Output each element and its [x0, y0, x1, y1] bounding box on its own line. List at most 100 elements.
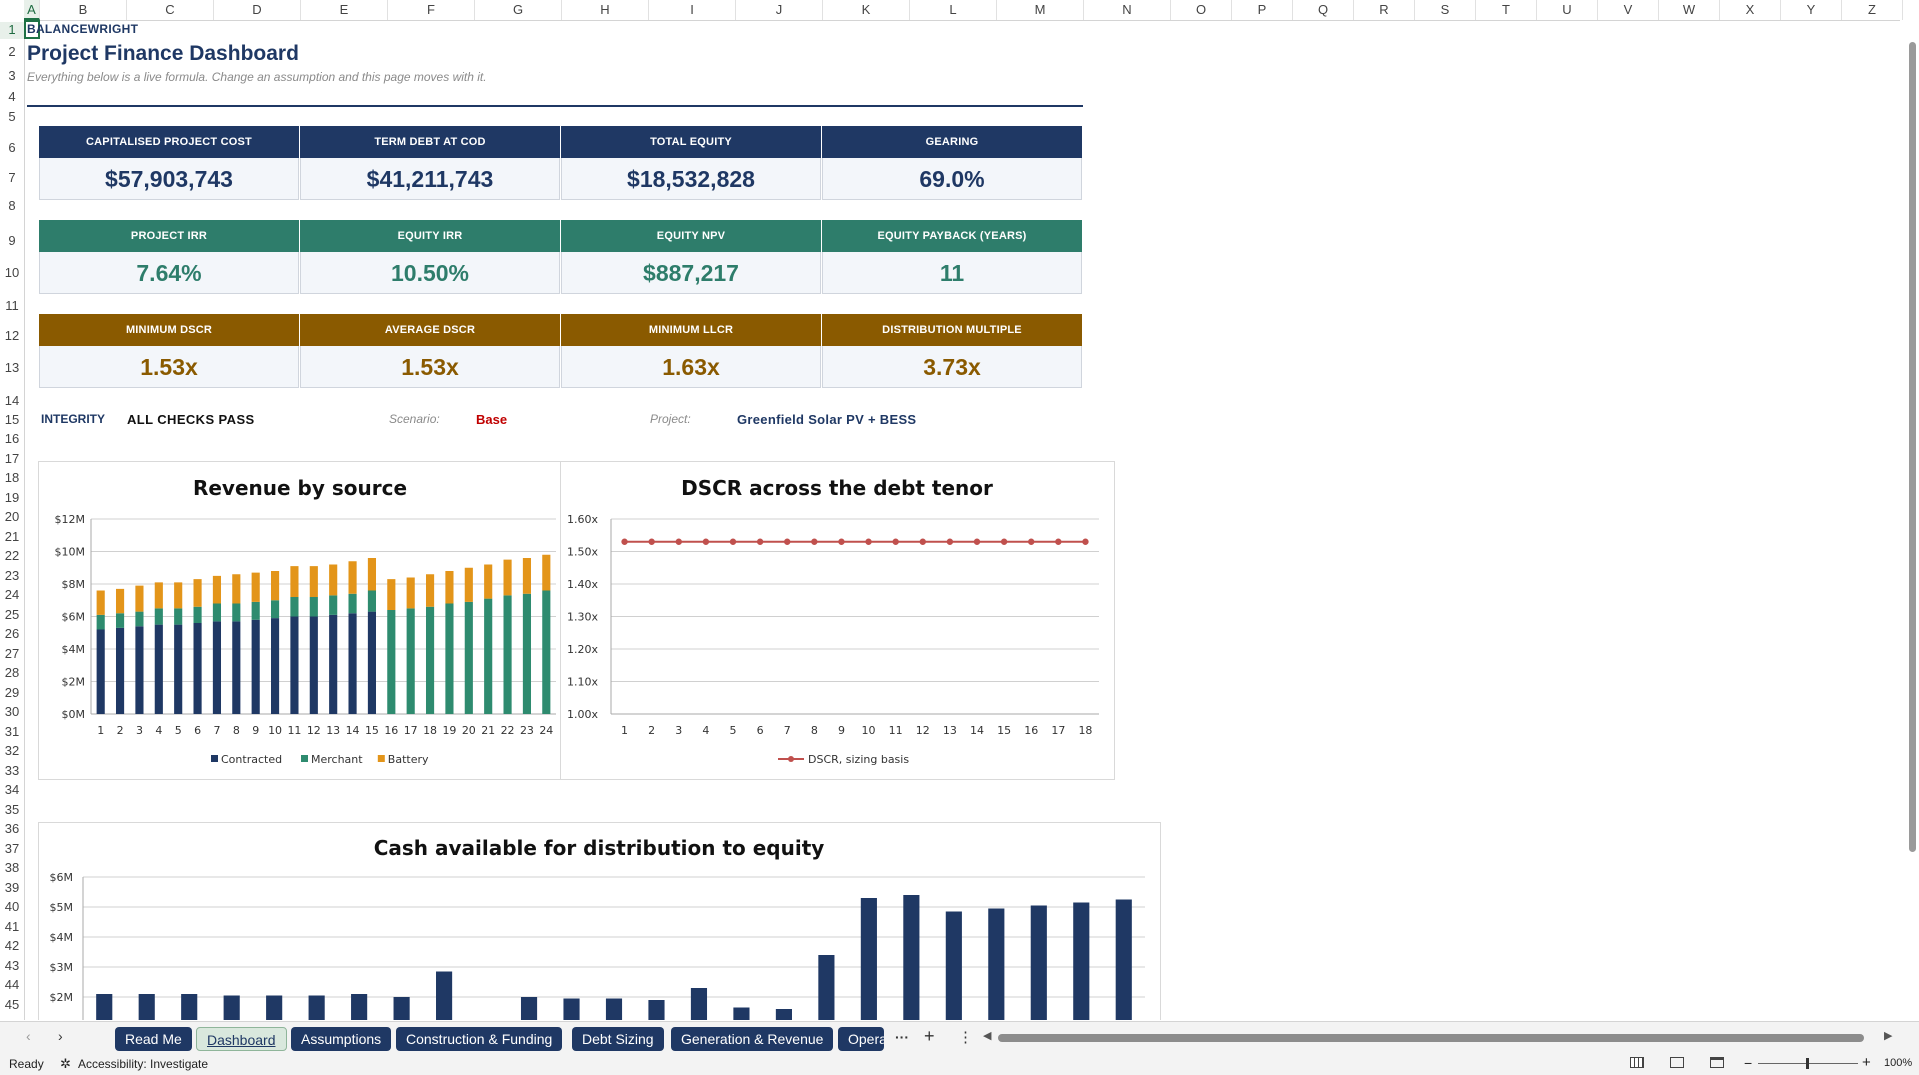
sheet-options-icon[interactable]: ⋮: [958, 1029, 973, 1046]
row-header-26[interactable]: 26: [4, 626, 20, 641]
column-header-r[interactable]: R: [1354, 0, 1415, 20]
row-header-14[interactable]: 14: [4, 393, 20, 408]
vertical-scrollbar[interactable]: [1907, 22, 1917, 1020]
row-header-44[interactable]: 44: [4, 977, 20, 992]
row-header-35[interactable]: 35: [4, 802, 20, 817]
row-header-43[interactable]: 43: [4, 958, 20, 973]
kpi-card-project-irr[interactable]: PROJECT IRR 7.64%: [39, 220, 299, 294]
row-header-3[interactable]: 3: [8, 68, 16, 83]
row-header-25[interactable]: 25: [4, 607, 20, 622]
column-header-d[interactable]: D: [214, 0, 301, 20]
row-header-1[interactable]: 1: [0, 22, 24, 39]
horizontal-scroll-thumb[interactable]: [998, 1034, 1864, 1042]
row-header-32[interactable]: 32: [4, 743, 20, 758]
row-header-5[interactable]: 5: [8, 109, 16, 124]
more-sheets-icon[interactable]: ···: [895, 1029, 909, 1045]
tab-operations[interactable]: Opera: [838, 1027, 884, 1051]
row-header-37[interactable]: 37: [4, 841, 20, 856]
tab-assumptions[interactable]: Assumptions: [291, 1027, 392, 1051]
column-header-l[interactable]: L: [910, 0, 997, 20]
column-header-u[interactable]: U: [1537, 0, 1598, 20]
tab-debt-sizing[interactable]: Debt Sizing: [572, 1027, 664, 1051]
row-header-41[interactable]: 41: [4, 919, 20, 934]
column-header-k[interactable]: K: [823, 0, 910, 20]
row-header-16[interactable]: 16: [4, 431, 20, 446]
row-header-34[interactable]: 34: [4, 782, 20, 797]
active-cell-a1[interactable]: [24, 20, 40, 39]
row-header-29[interactable]: 29: [4, 685, 20, 700]
kpi-card-equity-npv[interactable]: EQUITY NPV $887,217: [561, 220, 821, 294]
normal-view-icon[interactable]: [1630, 1057, 1644, 1068]
row-header-8[interactable]: 8: [8, 198, 16, 213]
add-sheet-icon[interactable]: +: [924, 1026, 935, 1046]
row-header-45[interactable]: 45: [4, 997, 20, 1012]
row-header-19[interactable]: 19: [4, 490, 20, 505]
kpi-card-equity-irr[interactable]: EQUITY IRR 10.50%: [300, 220, 560, 294]
column-header-m[interactable]: M: [997, 0, 1084, 20]
column-header-e[interactable]: E: [301, 0, 388, 20]
row-header-28[interactable]: 28: [4, 665, 20, 680]
row-header-12[interactable]: 12: [4, 328, 20, 343]
row-header-24[interactable]: 24: [4, 587, 20, 602]
column-header-j[interactable]: J: [736, 0, 823, 20]
next-sheet-icon[interactable]: ›: [58, 1028, 63, 1044]
accessibility-icon[interactable]: ✲: [60, 1056, 71, 1071]
column-header-a[interactable]: A: [24, 0, 40, 20]
row-header-22[interactable]: 22: [4, 548, 20, 563]
zoom-out-icon[interactable]: −: [1744, 1055, 1753, 1071]
zoom-in-icon[interactable]: +: [1862, 1054, 1871, 1071]
row-header-20[interactable]: 20: [4, 509, 20, 524]
row-header-9[interactable]: 9: [8, 233, 16, 248]
kpi-card-term-debt[interactable]: TERM DEBT AT COD $41,211,743: [300, 126, 560, 200]
row-header-31[interactable]: 31: [4, 724, 20, 739]
kpi-card-gearing[interactable]: GEARING 69.0%: [822, 126, 1082, 200]
column-header-g[interactable]: G: [475, 0, 562, 20]
scroll-left-icon[interactable]: ◀: [983, 1030, 992, 1042]
column-header-c[interactable]: C: [127, 0, 214, 20]
vertical-scroll-thumb[interactable]: [1909, 42, 1916, 852]
column-header-s[interactable]: S: [1415, 0, 1476, 20]
column-header-i[interactable]: I: [649, 0, 736, 20]
column-header-t[interactable]: T: [1476, 0, 1537, 20]
row-header-10[interactable]: 10: [4, 265, 20, 280]
column-header-v[interactable]: V: [1598, 0, 1659, 20]
row-header-23[interactable]: 23: [4, 568, 20, 583]
cash-distribution-chart[interactable]: Cash available for distribution to equit…: [38, 822, 1161, 1020]
kpi-card-total-equity[interactable]: TOTAL EQUITY $18,532,828: [561, 126, 821, 200]
kpi-card-min-dscr[interactable]: MINIMUM DSCR 1.53x: [39, 314, 299, 388]
row-header-39[interactable]: 39: [4, 880, 20, 895]
row-header-7[interactable]: 7: [8, 170, 16, 185]
dscr-chart[interactable]: DSCR across the debt tenor 1.00x 1.10x 1.20…: [560, 461, 1115, 780]
kpi-card-capitalised-cost[interactable]: CAPITALISED PROJECT COST $57,903,743: [39, 126, 299, 200]
accessibility-status[interactable]: Accessibility: Investigate: [78, 1057, 209, 1071]
row-header-27[interactable]: 27: [4, 646, 20, 661]
column-header-q[interactable]: Q: [1293, 0, 1354, 20]
row-header-6[interactable]: 6: [8, 140, 16, 155]
row-header-36[interactable]: 36: [4, 821, 20, 836]
row-header-15[interactable]: 15: [4, 412, 20, 427]
row-header-33[interactable]: 33: [4, 763, 20, 778]
tab-dashboard[interactable]: Dashboard: [196, 1027, 287, 1051]
row-header-21[interactable]: 21: [4, 529, 20, 544]
column-header-h[interactable]: H: [562, 0, 649, 20]
scroll-right-icon[interactable]: ▶: [1884, 1030, 1893, 1042]
row-header-11[interactable]: 11: [5, 298, 19, 313]
tab-read-me[interactable]: Read Me: [115, 1027, 192, 1051]
zoom-slider-thumb[interactable]: [1806, 1058, 1809, 1069]
row-header-30[interactable]: 30: [4, 704, 20, 719]
revenue-chart[interactable]: Revenue by source $0M $2M $4M $6M $8M $10M $12M…: [38, 461, 562, 780]
scenario-value[interactable]: Base: [476, 412, 508, 427]
row-header-18[interactable]: 18: [4, 470, 20, 485]
row-header-17[interactable]: 17: [4, 451, 20, 466]
kpi-card-equity-payback[interactable]: EQUITY PAYBACK (YEARS) 11: [822, 220, 1082, 294]
column-header-b[interactable]: B: [40, 0, 127, 20]
column-header-f[interactable]: F: [388, 0, 475, 20]
row-header-13[interactable]: 13: [4, 360, 20, 375]
column-header-w[interactable]: W: [1659, 0, 1720, 20]
kpi-card-min-llcr[interactable]: MINIMUM LLCR 1.63x: [561, 314, 821, 388]
page-break-view-icon[interactable]: [1710, 1057, 1724, 1068]
tab-construction-funding[interactable]: Construction & Funding: [396, 1027, 563, 1051]
row-header-38[interactable]: 38: [4, 860, 20, 875]
kpi-card-distribution-multiple[interactable]: DISTRIBUTION MULTIPLE 3.73x: [822, 314, 1082, 388]
prev-sheet-icon[interactable]: ‹: [26, 1028, 31, 1044]
